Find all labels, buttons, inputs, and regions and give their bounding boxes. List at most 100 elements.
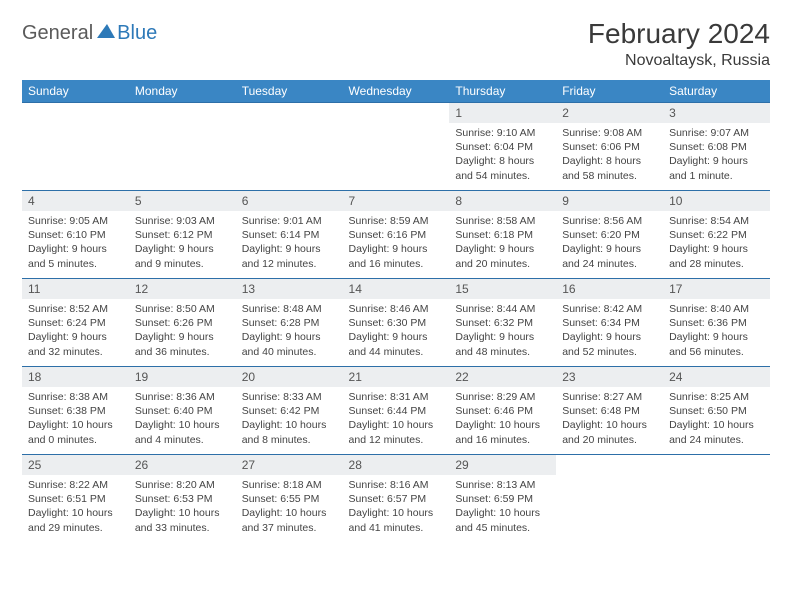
daylight-text-1: Daylight: 9 hours [349,330,444,344]
day-body: Sunrise: 8:31 AMSunset: 6:44 PMDaylight:… [343,387,450,451]
sunset-text: Sunset: 6:40 PM [135,404,230,418]
sunrise-text: Sunrise: 8:44 AM [455,302,550,316]
sunrise-text: Sunrise: 8:42 AM [562,302,657,316]
daylight-text-1: Daylight: 9 hours [135,242,230,256]
day-cell: 3Sunrise: 9:07 AMSunset: 6:08 PMDaylight… [663,103,770,191]
day-cell: 11Sunrise: 8:52 AMSunset: 6:24 PMDayligh… [22,279,129,367]
daylight-text-1: Daylight: 9 hours [28,330,123,344]
day-body: Sunrise: 9:07 AMSunset: 6:08 PMDaylight:… [663,123,770,187]
day-body: Sunrise: 9:03 AMSunset: 6:12 PMDaylight:… [129,211,236,275]
sunset-text: Sunset: 6:16 PM [349,228,444,242]
day-number: 14 [343,279,450,299]
day-body: Sunrise: 9:10 AMSunset: 6:04 PMDaylight:… [449,123,556,187]
day-cell [663,455,770,543]
sunset-text: Sunset: 6:06 PM [562,140,657,154]
daylight-text-1: Daylight: 10 hours [242,418,337,432]
daylight-text-2: and 33 minutes. [135,521,230,535]
week-row: 4Sunrise: 9:05 AMSunset: 6:10 PMDaylight… [22,191,770,279]
day-cell [343,103,450,191]
daylight-text-1: Daylight: 10 hours [28,506,123,520]
day-cell: 20Sunrise: 8:33 AMSunset: 6:42 PMDayligh… [236,367,343,455]
day-number: 25 [22,455,129,475]
day-body: Sunrise: 9:05 AMSunset: 6:10 PMDaylight:… [22,211,129,275]
week-row: 18Sunrise: 8:38 AMSunset: 6:38 PMDayligh… [22,367,770,455]
daylight-text-1: Daylight: 9 hours [669,242,764,256]
sunset-text: Sunset: 6:32 PM [455,316,550,330]
daylight-text-1: Daylight: 9 hours [135,330,230,344]
day-cell: 23Sunrise: 8:27 AMSunset: 6:48 PMDayligh… [556,367,663,455]
day-number: 8 [449,191,556,211]
daylight-text-1: Daylight: 10 hours [455,418,550,432]
day-number: 12 [129,279,236,299]
daylight-text-1: Daylight: 10 hours [455,506,550,520]
day-number: 1 [449,103,556,123]
day-body: Sunrise: 8:52 AMSunset: 6:24 PMDaylight:… [22,299,129,363]
day-number: 18 [22,367,129,387]
daylight-text-2: and 20 minutes. [562,433,657,447]
sunrise-text: Sunrise: 8:20 AM [135,478,230,492]
day-number: 4 [22,191,129,211]
sunset-text: Sunset: 6:46 PM [455,404,550,418]
day-cell: 12Sunrise: 8:50 AMSunset: 6:26 PMDayligh… [129,279,236,367]
daylight-text-2: and 54 minutes. [455,169,550,183]
sunrise-text: Sunrise: 8:46 AM [349,302,444,316]
sunrise-text: Sunrise: 8:36 AM [135,390,230,404]
week-row: 25Sunrise: 8:22 AMSunset: 6:51 PMDayligh… [22,455,770,543]
day-cell: 27Sunrise: 8:18 AMSunset: 6:55 PMDayligh… [236,455,343,543]
daylight-text-1: Daylight: 10 hours [135,506,230,520]
daylight-text-1: Daylight: 9 hours [669,154,764,168]
logo-text-general: General [22,22,93,45]
page-header: General Blue February 2024 Novoaltaysk, … [22,18,770,70]
day-number: 17 [663,279,770,299]
sunset-text: Sunset: 6:36 PM [669,316,764,330]
sunset-text: Sunset: 6:53 PM [135,492,230,506]
day-number: 16 [556,279,663,299]
day-cell: 29Sunrise: 8:13 AMSunset: 6:59 PMDayligh… [449,455,556,543]
daylight-text-1: Daylight: 10 hours [242,506,337,520]
day-cell [556,455,663,543]
sunset-text: Sunset: 6:48 PM [562,404,657,418]
sunrise-text: Sunrise: 8:18 AM [242,478,337,492]
day-body: Sunrise: 8:40 AMSunset: 6:36 PMDaylight:… [663,299,770,363]
daylight-text-2: and 28 minutes. [669,257,764,271]
day-cell: 19Sunrise: 8:36 AMSunset: 6:40 PMDayligh… [129,367,236,455]
day-cell: 1Sunrise: 9:10 AMSunset: 6:04 PMDaylight… [449,103,556,191]
day-body: Sunrise: 8:56 AMSunset: 6:20 PMDaylight:… [556,211,663,275]
title-block: February 2024 Novoaltaysk, Russia [588,18,770,70]
day-cell: 28Sunrise: 8:16 AMSunset: 6:57 PMDayligh… [343,455,450,543]
logo-triangle-icon [97,24,115,43]
day-cell: 18Sunrise: 8:38 AMSunset: 6:38 PMDayligh… [22,367,129,455]
sunset-text: Sunset: 6:42 PM [242,404,337,418]
daylight-text-2: and 5 minutes. [28,257,123,271]
daylight-text-2: and 20 minutes. [455,257,550,271]
daylight-text-2: and 37 minutes. [242,521,337,535]
day-number: 26 [129,455,236,475]
sunrise-text: Sunrise: 9:03 AM [135,214,230,228]
day-header: Tuesday [236,80,343,103]
day-number: 22 [449,367,556,387]
day-cell: 14Sunrise: 8:46 AMSunset: 6:30 PMDayligh… [343,279,450,367]
day-body: Sunrise: 8:46 AMSunset: 6:30 PMDaylight:… [343,299,450,363]
day-cell: 13Sunrise: 8:48 AMSunset: 6:28 PMDayligh… [236,279,343,367]
month-title: February 2024 [588,18,770,50]
day-body: Sunrise: 8:36 AMSunset: 6:40 PMDaylight:… [129,387,236,451]
sunset-text: Sunset: 6:12 PM [135,228,230,242]
day-number: 2 [556,103,663,123]
day-cell [236,103,343,191]
sunrise-text: Sunrise: 9:07 AM [669,126,764,140]
day-cell: 4Sunrise: 9:05 AMSunset: 6:10 PMDaylight… [22,191,129,279]
daylight-text-2: and 41 minutes. [349,521,444,535]
sunset-text: Sunset: 6:26 PM [135,316,230,330]
day-number: 3 [663,103,770,123]
daylight-text-1: Daylight: 9 hours [562,242,657,256]
day-body: Sunrise: 8:50 AMSunset: 6:26 PMDaylight:… [129,299,236,363]
sunset-text: Sunset: 6:30 PM [349,316,444,330]
day-body: Sunrise: 8:44 AMSunset: 6:32 PMDaylight:… [449,299,556,363]
day-body: Sunrise: 8:18 AMSunset: 6:55 PMDaylight:… [236,475,343,539]
day-cell: 7Sunrise: 8:59 AMSunset: 6:16 PMDaylight… [343,191,450,279]
daylight-text-2: and 58 minutes. [562,169,657,183]
sunrise-text: Sunrise: 8:13 AM [455,478,550,492]
day-cell [22,103,129,191]
daylight-text-2: and 44 minutes. [349,345,444,359]
day-body: Sunrise: 8:59 AMSunset: 6:16 PMDaylight:… [343,211,450,275]
